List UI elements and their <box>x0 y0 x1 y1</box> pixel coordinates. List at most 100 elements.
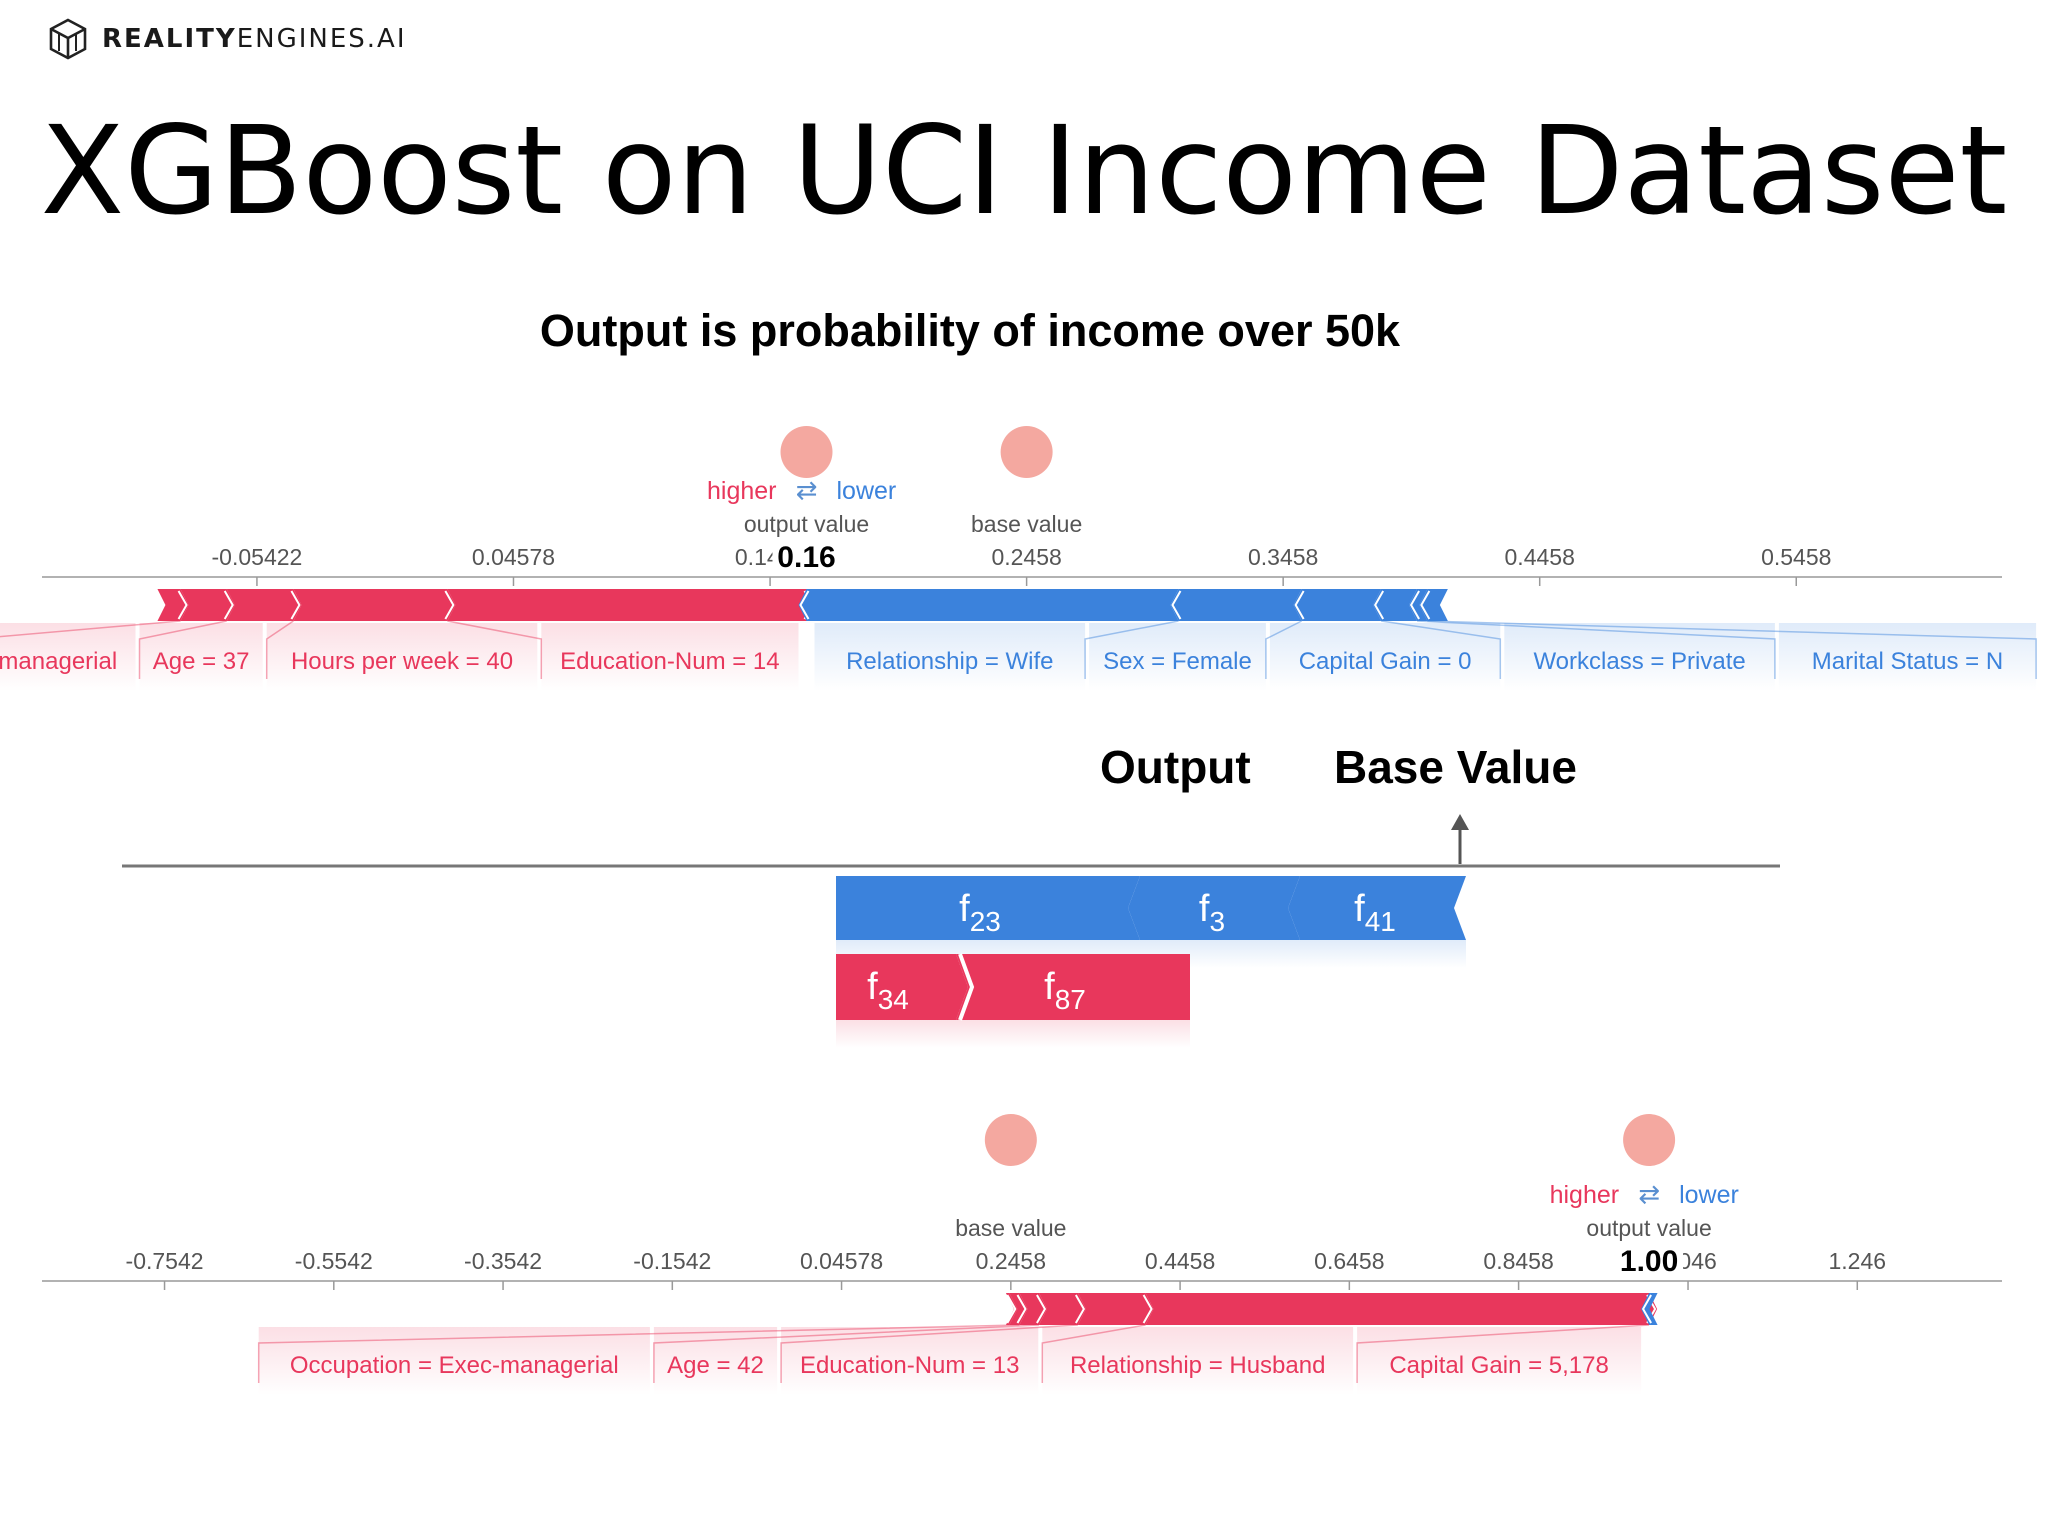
diagram-feature-subscript: 23 <box>970 906 1001 937</box>
tick-label: -0.3542 <box>464 1248 542 1274</box>
diagram-block-fade <box>1300 940 1466 968</box>
negative-bar-divider <box>799 590 810 620</box>
tick-label: 1.246 <box>1829 1248 1887 1274</box>
positive-bar-divider <box>1036 1294 1047 1324</box>
tick-label: 0.3458 <box>1248 544 1318 570</box>
tick-label: -0.1542 <box>633 1248 711 1274</box>
negative-bar-segment <box>1641 1293 1658 1325</box>
label-connector <box>1417 620 1776 679</box>
negative-bar-segment <box>1293 589 1382 621</box>
base-marker <box>1000 426 1053 478</box>
positive-bar-segment <box>447 589 815 621</box>
output-marker <box>780 426 833 478</box>
base-marker <box>984 1114 1037 1166</box>
feature-label: Capital Gain = 0 <box>1299 648 1472 675</box>
positive-bar-divider <box>1016 1294 1027 1324</box>
force-plot-2: -0.7542 -0.5542 -0.3542 -0.1542 0.04578 0.245… <box>42 1114 2002 1395</box>
diagram-feature-subscript: 41 <box>1365 906 1396 937</box>
label-fade <box>1357 1327 1642 1395</box>
diagram-feature-subscript: 34 <box>878 984 909 1015</box>
positive-bar-divider <box>1074 1294 1086 1324</box>
output-value-number: 0.16 <box>777 541 835 574</box>
negative-bar-divider <box>1294 590 1305 620</box>
tick-label: 0.04578 <box>800 1248 883 1274</box>
positive-bar-segment <box>157 589 189 621</box>
chart-subtitle: Output is probability of income over 50k <box>539 305 1401 356</box>
tick-label: -0.5542 <box>295 1248 373 1274</box>
label-connector <box>1381 620 1502 679</box>
positive-bar-divider <box>290 590 301 620</box>
swap-arrows-icon: ⇄ <box>1638 1180 1660 1210</box>
positive-bar-divider <box>223 590 234 620</box>
label-fade <box>781 1327 1039 1395</box>
label-fade <box>266 623 538 691</box>
swap-arrows-icon: ⇄ <box>796 476 818 506</box>
label-connector <box>138 620 227 679</box>
feature-label: Capital Gain = 5,178 <box>1389 1352 1608 1379</box>
positive-bar-divider <box>1142 1294 1153 1324</box>
tick-label: 0.5458 <box>1761 544 1831 570</box>
diagram-positive-block <box>836 954 968 1020</box>
tick-label: -0.05422 <box>212 544 303 570</box>
diagram-feature-subscript: 3 <box>1209 906 1225 937</box>
label-connector <box>653 1324 1039 1383</box>
diagram-negative-block <box>836 876 1140 940</box>
label-connector <box>1427 620 2037 679</box>
output-value-number: 1.00 <box>1620 1245 1678 1278</box>
diagram-positive-block <box>956 954 1190 1020</box>
label-connector <box>1356 1324 1650 1383</box>
negative-bar-segment <box>1409 589 1428 621</box>
feature-label: Education-Num = 13 <box>800 1352 1019 1379</box>
label-connector <box>0 620 181 638</box>
slide-title: XGBoost on UCI Income Dataset <box>40 100 2008 242</box>
diagram-block-fade <box>836 1020 956 1048</box>
positive-bar-segment <box>1009 1293 1028 1325</box>
label-connector <box>257 1324 1020 1383</box>
negative-bar-segment <box>1170 589 1302 621</box>
negative-bar-divider <box>1641 1294 1652 1324</box>
tick-label: 0.2458 <box>991 544 1061 570</box>
diagram-block-divider <box>1454 875 1471 941</box>
tick-label: 0.04578 <box>472 544 555 570</box>
positive-bar-segment <box>180 589 235 621</box>
positive-bar-segment <box>1145 1293 1658 1325</box>
output-value-label: output value <box>744 511 869 537</box>
feature-label: Age = 42 <box>667 1352 764 1379</box>
feature-label: -managerial <box>0 648 117 675</box>
output-value-label: output value <box>1586 1215 1711 1241</box>
label-fade <box>1089 623 1266 691</box>
feature-label: Relationship = Husband <box>1070 1352 1326 1379</box>
logo-text-rest: ENGINES.AI <box>236 24 407 54</box>
output-value-mask <box>772 537 841 571</box>
force-plot-1: -0.05422 0.04578 0.1458 0.2458 0.3458 0.4458 0… <box>0 426 2037 691</box>
positive-bar-segment <box>1038 1293 1086 1325</box>
label-fade <box>0 623 136 691</box>
label-connector <box>780 1324 1078 1383</box>
label-fade <box>258 1327 650 1395</box>
negative-bar-divider <box>1374 590 1385 620</box>
label-fade <box>1269 623 1501 691</box>
label-connector <box>265 620 294 679</box>
diagram-block-divider <box>958 953 975 1021</box>
negative-bar-divider <box>1171 590 1182 620</box>
tick-label: 0.6458 <box>1314 1248 1384 1274</box>
lower-label: lower <box>837 477 897 505</box>
label-fade <box>814 623 1086 691</box>
logo: REALITYENGINES.AI <box>46 14 407 64</box>
tick-label: -0.7542 <box>126 1248 204 1274</box>
feature-label: Workclass = Private <box>1533 648 1745 675</box>
base-value-label: base value <box>971 511 1082 537</box>
diagram-feature-subscript: 87 <box>1055 984 1086 1015</box>
positive-bar-divider <box>177 590 188 620</box>
higher-label: higher <box>1550 1181 1620 1209</box>
diagram-negative-block <box>1288 876 1466 940</box>
feature-label: Hours per week = 40 <box>291 648 513 675</box>
cube-logo-icon <box>49 18 87 60</box>
diagram-output-label: Output <box>1100 741 1251 793</box>
lower-label: lower <box>1679 1181 1739 1209</box>
negative-bar-segment <box>798 589 1179 621</box>
feature-label: Relationship = Wife <box>846 648 1053 675</box>
negative-bar-divider <box>1409 590 1420 620</box>
output-marker <box>1623 1114 1676 1166</box>
